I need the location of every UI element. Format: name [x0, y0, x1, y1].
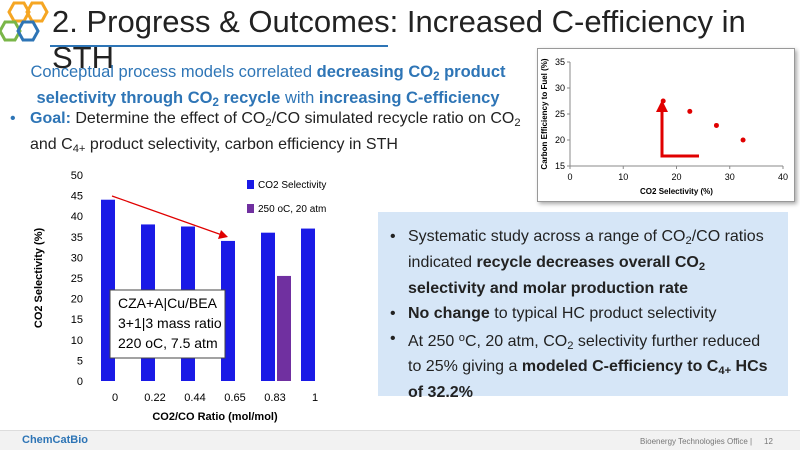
y-tick-label: 20: [71, 294, 83, 306]
y-tick-label: 0: [77, 376, 83, 388]
x-tick-label: 0.65: [224, 392, 245, 404]
y-tick-label: 50: [71, 170, 83, 182]
scatter-chart: 0 10 20 30 40 15 20 25 30 35 CO2 Selectivity (%) Ca…: [540, 57, 788, 196]
point: [687, 108, 693, 114]
x-tick-label: 0: [112, 392, 118, 404]
y-tick-label: 25: [71, 273, 83, 285]
scatter-frame: [537, 48, 795, 202]
x-tick-label: 1: [312, 392, 318, 404]
legend-label: CO2 Selectivity: [258, 180, 326, 191]
y-axis-title: Carbon Efficiency to Fuel (%): [540, 58, 549, 169]
title-rule: [50, 45, 388, 47]
x-tick-label: 30: [725, 172, 735, 182]
legend-label: 250 oC, 20 atm: [258, 204, 326, 215]
x-tick-label: 20: [671, 172, 681, 182]
y-tick-label: 25: [555, 109, 565, 119]
arrow-head: [656, 100, 668, 112]
footer-office: Bioenergy Technologies Office |: [640, 437, 753, 446]
y-tick-label: 40: [71, 211, 83, 223]
bar: [277, 275, 291, 381]
x-axis-title: CO2 Selectivity (%): [640, 187, 713, 196]
y-tick-label: 30: [71, 252, 83, 264]
y-tick-label: 45: [71, 191, 83, 203]
y-tick-label: 35: [71, 232, 83, 244]
y-tick-label: 5: [77, 355, 83, 367]
footer-brand: ChemCatBio: [22, 434, 89, 446]
x-axis-title: CO2/CO Ratio (mol/mol): [152, 411, 278, 423]
legend-swatch: [247, 204, 254, 213]
arrow-head: [218, 230, 228, 239]
findings-box: • Systematic study across a range of CO2/…: [378, 212, 788, 401]
trend-arrow: [111, 195, 223, 236]
y-tick-label: 15: [555, 161, 565, 171]
bullet: • At 250 oC, 20 atm, CO2 selectivity furt…: [390, 329, 768, 402]
annotation-text: 3+1|3 mass ratio: [118, 315, 222, 331]
slide-title: 2. Progress & Outcomes: Increased C-effi…: [52, 4, 746, 75]
footer: [0, 430, 800, 450]
trend-arrow: [660, 110, 699, 158]
logo: [0, 1, 49, 42]
x-tick-label: 0.83: [264, 392, 285, 404]
page-number: 12: [764, 437, 773, 446]
legend-swatch: [247, 180, 254, 189]
goal: • Goal: Determine the effect of CO2/CO si…: [10, 110, 521, 155]
intro: Conceptual process models correlated dec…: [30, 63, 506, 109]
y-tick-label: 15: [71, 314, 83, 326]
y-axis-title: CO2 Selectivity (%): [33, 228, 45, 329]
x-tick-label: 10: [618, 172, 628, 182]
annotation-text: CZA+A|Cu/BEA: [118, 295, 218, 311]
annotation-text: 220 oC, 7.5 atm: [118, 335, 218, 351]
annotation-box: [109, 289, 226, 359]
x-tick-label: 0.22: [144, 392, 165, 404]
y-tick-label: 30: [555, 83, 565, 93]
bar: [261, 232, 275, 381]
y-tick-label: 10: [71, 335, 83, 347]
x-tick-label: 0: [567, 172, 572, 182]
point: [713, 122, 719, 128]
point: [740, 137, 746, 143]
bullet: • Systematic study across a range of CO2/…: [390, 228, 764, 297]
x-tick-label: 0.44: [184, 392, 205, 404]
x-tick-label: 40: [778, 172, 788, 182]
y-tick-label: 35: [555, 57, 565, 67]
bar: [301, 228, 315, 381]
bar-chart: 0 5 10 15 20 25 30 35 40 45 50 0 0.22 0.44 0.65 0.83 1 CO…: [33, 170, 326, 423]
y-tick-label: 20: [555, 135, 565, 145]
bullet: • No change to typical HC product selecti…: [390, 304, 717, 322]
